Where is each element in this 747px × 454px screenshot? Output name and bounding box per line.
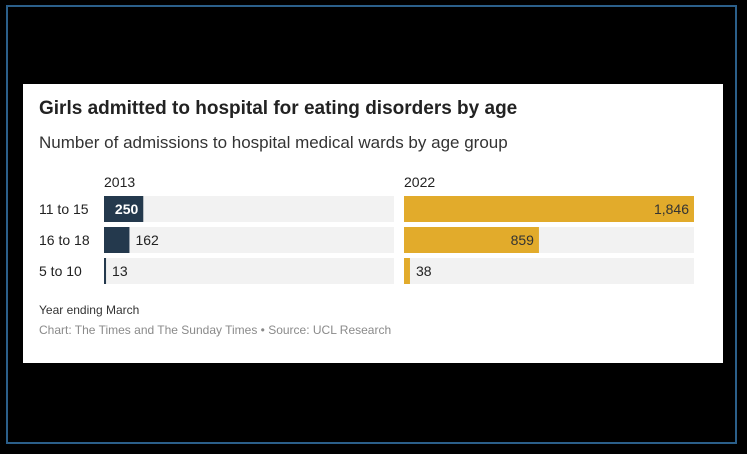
chart-note: Year ending March — [39, 303, 140, 317]
chart-source: Chart: The Times and The Sunday Times • … — [39, 323, 392, 337]
bar-track-2013-0 — [104, 196, 394, 222]
bar-2013-0 — [104, 196, 144, 222]
category-label-0: 11 to 15 — [39, 201, 89, 217]
bar-2022-2 — [404, 258, 410, 284]
data-label-2013-2: 13 — [112, 263, 128, 279]
chart-subtitle: Number of admissions to hospital medical… — [39, 133, 508, 152]
category-label-2: 5 to 10 — [39, 263, 82, 279]
bar-2013-1 — [104, 227, 130, 253]
data-label-2013-0: 250 — [115, 201, 139, 217]
data-label-2022-0: 1,846 — [654, 201, 689, 217]
bar-2013-2 — [104, 258, 107, 284]
data-label-2022-2: 38 — [416, 263, 432, 279]
bar-2022-0 — [404, 196, 694, 222]
bar-track-2013-1 — [104, 227, 394, 253]
bar-chart: 2013 2022 11 to 15 250 1,846 16 to 18 162 859 5 … — [39, 174, 694, 284]
bar-2022-1 — [404, 227, 539, 253]
chart-card: Girls admitted to hospital for eating di… — [23, 84, 723, 363]
series-header-2013: 2013 — [104, 174, 135, 190]
data-label-2013-1: 162 — [135, 232, 159, 248]
category-label-1: 16 to 18 — [39, 232, 90, 248]
data-label-2022-1: 859 — [511, 232, 535, 248]
bar-track-2013-2 — [104, 258, 394, 284]
series-header-2022: 2022 — [404, 174, 435, 190]
chart-title: Girls admitted to hospital for eating di… — [39, 98, 518, 119]
bar-track-2022-2 — [404, 258, 694, 284]
